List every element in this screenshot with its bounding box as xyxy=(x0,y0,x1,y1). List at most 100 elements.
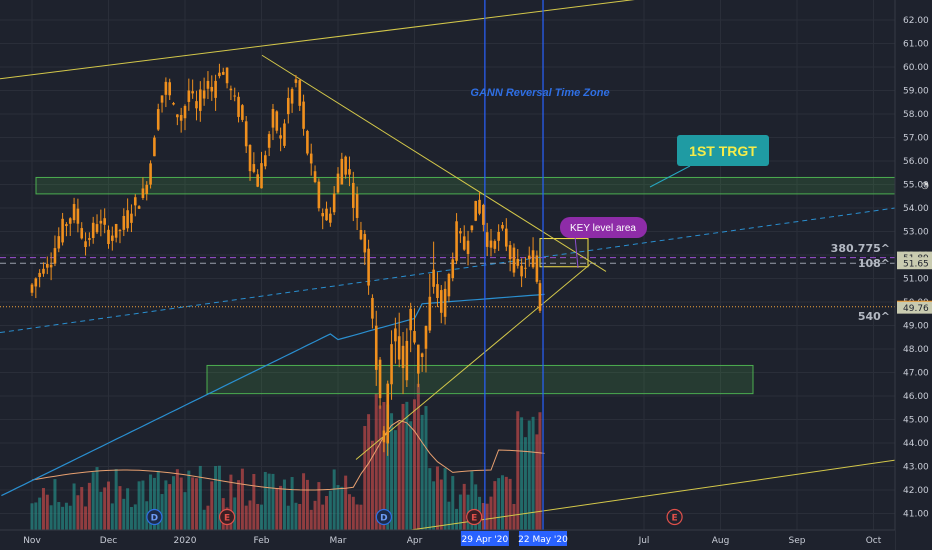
volume-bar xyxy=(160,494,164,530)
volume-bar xyxy=(321,504,325,530)
candle-body xyxy=(122,215,126,230)
event-letter: D xyxy=(380,514,387,524)
event-letter: D xyxy=(151,514,158,524)
volume-bar xyxy=(240,468,244,530)
candle-body xyxy=(149,163,152,185)
time-tick-label: Mar xyxy=(330,536,347,546)
volume-bar xyxy=(214,466,218,530)
price-tag xyxy=(897,257,932,270)
volume-bar xyxy=(520,417,524,530)
volume-bar xyxy=(332,469,336,530)
volume-bar xyxy=(344,475,348,530)
volume-bar xyxy=(286,505,290,530)
candle-body xyxy=(405,340,409,381)
volume-bar xyxy=(424,406,428,530)
candle-body xyxy=(409,308,412,331)
candle-body xyxy=(260,163,263,189)
price-axis[interactable]: 41.00 42.00 43.00 44.00 45.00 46.00 47.00 48.00… xyxy=(894,0,932,550)
candle-body xyxy=(493,241,497,249)
target-callout xyxy=(677,135,769,166)
price-tick-label: 57.00 xyxy=(903,134,929,144)
date-tag xyxy=(460,531,509,546)
candle-body xyxy=(336,173,340,193)
candle-body xyxy=(46,263,49,268)
candle-body xyxy=(382,430,386,443)
volume-bar xyxy=(290,477,294,530)
candle-body xyxy=(531,250,535,268)
volume-bar xyxy=(355,504,359,530)
volume-bar xyxy=(206,505,210,530)
volume-bar xyxy=(489,496,493,530)
candle-body xyxy=(466,240,470,254)
volume-bar xyxy=(198,465,202,530)
candle-body xyxy=(363,234,367,253)
volume-bar xyxy=(233,497,237,530)
grid xyxy=(0,0,895,530)
volume-bar xyxy=(260,504,263,530)
volume-bar xyxy=(191,477,195,530)
candle-body xyxy=(160,95,164,103)
candle-body xyxy=(397,336,401,360)
volume-bar xyxy=(351,496,355,530)
volume-bar xyxy=(118,486,122,530)
price-tick-label: 46.00 xyxy=(903,392,929,402)
candle-body xyxy=(153,137,156,157)
time-tick-label: Dec xyxy=(100,536,117,546)
volume-bar xyxy=(256,503,260,530)
volume-bar xyxy=(313,500,317,530)
volume-bar xyxy=(447,501,451,530)
volume-bar xyxy=(298,503,302,530)
candle-body xyxy=(302,101,305,129)
candle-body xyxy=(332,193,336,213)
time-tick-label: Jul xyxy=(638,536,650,546)
candle-body xyxy=(485,232,489,247)
candle-body xyxy=(386,383,390,444)
price-tag-label: 51.65 xyxy=(903,260,929,270)
volume-bar xyxy=(382,402,386,530)
candle-body xyxy=(283,123,286,146)
candle-body xyxy=(191,91,194,94)
date-tag-label: 29 Apr '20 xyxy=(462,535,509,545)
candle-body xyxy=(355,194,359,218)
candle-body xyxy=(535,255,539,282)
price-tick-label: 60.00 xyxy=(903,63,929,73)
volume-bar xyxy=(68,505,72,530)
candle-body xyxy=(329,213,332,223)
candle-body xyxy=(417,344,420,374)
lower-support-zone xyxy=(206,364,754,395)
time-axis[interactable]: Nov Dec 2020 Feb Mar Apr Jul Aug Sep Oct 29 Apr '2… xyxy=(0,529,895,550)
price-tick-label: 54.00 xyxy=(903,204,929,214)
price-tick-label: 48.00 xyxy=(903,345,929,355)
volume-bar xyxy=(340,486,344,530)
volume-bar xyxy=(129,507,133,530)
candle-body xyxy=(271,108,275,128)
volume-bar xyxy=(122,498,126,530)
volume-bar xyxy=(183,492,187,530)
candle-body xyxy=(53,248,57,264)
price-tick-label: 41.00 xyxy=(903,510,929,520)
volume-bar xyxy=(126,488,130,530)
price-tick-label: 51.00 xyxy=(903,275,929,285)
volume-bar xyxy=(535,434,539,530)
price-tick-label: 62.00 xyxy=(903,16,929,26)
date-tag xyxy=(519,531,568,546)
candle-body xyxy=(65,224,68,227)
time-tick-label: Sep xyxy=(789,536,806,546)
volume-bar xyxy=(152,477,156,530)
level-label: 380.775^ xyxy=(831,242,890,255)
candle-body xyxy=(214,80,217,98)
candle-body xyxy=(436,284,439,298)
candle-body xyxy=(187,90,191,102)
candle-body xyxy=(248,144,252,172)
volume-bar xyxy=(428,468,432,530)
volume-bar xyxy=(370,440,374,530)
candle-body xyxy=(428,296,432,331)
volume-bar xyxy=(172,476,176,530)
candle-body xyxy=(516,258,520,266)
volume-bar xyxy=(237,480,241,530)
volume-bar xyxy=(527,420,531,530)
volume-bar xyxy=(87,482,91,530)
candle-body xyxy=(237,96,240,117)
volume-bar xyxy=(267,473,271,530)
